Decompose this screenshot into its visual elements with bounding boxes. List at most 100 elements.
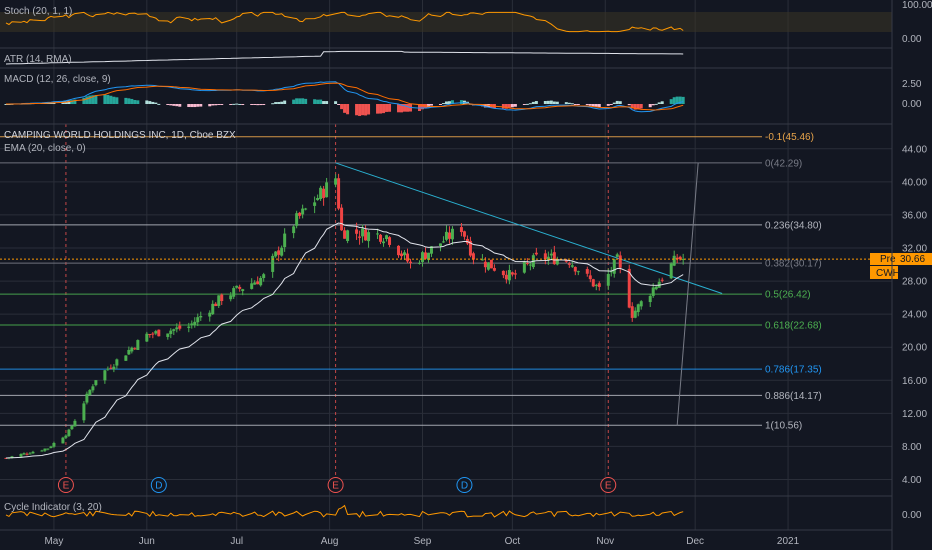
macd-bar	[178, 104, 182, 107]
macd-bar	[627, 104, 631, 106]
candle-body	[669, 263, 673, 279]
candle-body	[397, 245, 401, 256]
price-tick: 12.00	[902, 409, 927, 420]
macd-bar	[501, 104, 505, 109]
macd-bar	[361, 104, 365, 116]
candle-body	[618, 255, 622, 268]
time-tick: Aug	[321, 536, 339, 547]
candle-body	[169, 330, 173, 334]
candle-body	[364, 229, 368, 241]
price-tick: 36.00	[902, 210, 927, 221]
candle-body	[19, 453, 23, 457]
price-tick: 40.00	[902, 177, 927, 188]
macd-bar	[597, 104, 601, 108]
candle-body	[274, 251, 278, 257]
macd-bar	[238, 103, 242, 105]
macd-tick-0: 0.00	[902, 99, 922, 110]
macd-bar	[675, 96, 679, 104]
candle-body	[250, 283, 254, 289]
candle-body	[82, 403, 86, 421]
candle-body	[483, 261, 487, 268]
macd-bar	[552, 101, 556, 104]
macd-bar	[570, 103, 574, 105]
macd-bar	[441, 103, 445, 105]
candle-body	[187, 326, 191, 328]
macd-bar	[301, 98, 305, 104]
macd-signal-line	[6, 82, 684, 111]
candle-body	[208, 312, 212, 317]
candle-body	[88, 390, 92, 395]
candle-body	[4, 457, 8, 459]
candle-body	[654, 286, 658, 290]
macd-bar	[256, 104, 260, 106]
candle-body	[22, 453, 26, 455]
candle-body	[400, 253, 404, 257]
candle-body	[193, 321, 197, 326]
time-axis[interactable]: May Jun Jul Aug Sep Oct Nov Dec 2021	[44, 536, 799, 547]
candle-body	[70, 425, 74, 430]
macd-bar	[325, 101, 329, 104]
candle-body	[361, 228, 365, 237]
candle-body	[283, 233, 287, 248]
macd-bar	[534, 101, 538, 104]
fib-retracement[interactable]: -0.1(45.46) 0(42.29) 0.236(34.80) 0.382(30.…	[0, 132, 822, 432]
symbol-title[interactable]: CAMPING WORLD HOLDINGS INC, 1D, Cboe BZX	[4, 130, 236, 141]
candle-body	[64, 435, 68, 438]
macd-bar	[564, 102, 568, 104]
candle-body	[522, 262, 526, 273]
macd-pane[interactable]: MACD (12, 26, close, 9) 2.50 0.00	[4, 74, 922, 116]
candle-body	[103, 370, 107, 381]
ema-label[interactable]: EMA (20, close, 0)	[4, 143, 86, 154]
stoch-pane[interactable]: Stoch (20, 1, 1) 100.00 0.00	[0, 0, 932, 45]
macd-bar	[94, 95, 98, 104]
candle-body	[220, 294, 224, 301]
candle-body	[262, 274, 266, 279]
candle-body	[510, 272, 514, 275]
candle-body	[681, 258, 685, 260]
macd-bar	[337, 104, 341, 105]
candle-body	[319, 187, 323, 199]
candle-body	[573, 266, 577, 272]
candle-body	[639, 301, 643, 307]
macd-bar	[543, 100, 547, 104]
candle-body	[627, 268, 631, 308]
candle-body	[178, 325, 182, 329]
price-tick: 16.00	[902, 376, 927, 387]
candle-body	[591, 279, 595, 287]
stoch-label: Stoch (20, 1, 1)	[4, 6, 72, 17]
macd-bar	[364, 104, 368, 116]
macd-bar	[654, 103, 658, 105]
macd-bar	[196, 104, 200, 107]
macd-bar	[214, 104, 218, 106]
macd-bar	[229, 104, 233, 105]
fib-diagonal[interactable]	[676, 162, 699, 426]
candle-body	[196, 317, 200, 323]
macd-bar	[169, 104, 173, 106]
candle-body	[672, 255, 676, 266]
candle-body	[61, 437, 65, 444]
macd-bar	[130, 98, 134, 104]
candle-body	[585, 269, 589, 274]
fib-level-label: 0.886(14.17)	[765, 391, 822, 402]
ema-line	[5, 222, 684, 459]
price-axis[interactable]: 44.00 40.00 36.00 32.00 28.00 24.00 20.00 16.00…	[902, 144, 927, 486]
trendline[interactable]	[335, 162, 723, 294]
candle-body	[358, 236, 362, 238]
fib-level-label: 0.382(30.17)	[765, 259, 822, 270]
candle-body	[25, 453, 29, 455]
macd-bar	[657, 102, 661, 104]
macd-bar	[510, 104, 514, 108]
candle-body	[277, 250, 281, 255]
macd-bar	[406, 104, 410, 112]
candle-body	[438, 243, 442, 246]
atr-pane[interactable]: ATR (14, RMA)	[4, 50, 684, 65]
price-pane[interactable]: -0.1(45.46) 0(42.29) 0.236(34.80) 0.382(30.…	[0, 130, 932, 493]
cycle-pane[interactable]: Cycle Indicator (3, 20) 0.00	[4, 502, 922, 521]
macd-tick-2.5: 2.50	[902, 79, 922, 90]
candle-body	[229, 295, 233, 300]
macd-bar	[591, 104, 595, 107]
candle-body	[151, 333, 155, 335]
macd-bar	[172, 104, 176, 106]
